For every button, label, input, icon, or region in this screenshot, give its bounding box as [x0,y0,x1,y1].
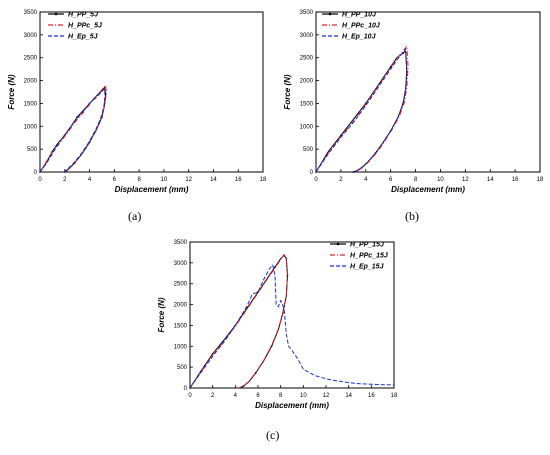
y-tick-label: 1000 [174,344,188,350]
series-line-H_PPc_10J [315,45,409,173]
x-tick-label: 18 [260,177,267,183]
x-tick-label: 6 [113,177,117,183]
y-tick-label: 2000 [300,79,314,85]
x-tick-label: 16 [512,177,519,183]
x-tick-label: 18 [391,393,398,399]
series-point [254,372,257,374]
x-tick-label: 16 [368,393,375,399]
x-tick-label: 14 [487,177,494,183]
y-tick-label: 0 [310,170,314,176]
x-tick-label: 0 [188,393,192,399]
x-tick-label: 0 [314,177,318,183]
y-tick-label: 1000 [24,124,38,130]
legend-label: H_PPc_10J [342,23,381,30]
x-tick-label: 2 [211,393,215,399]
y-tick-label: 3000 [24,33,38,39]
y-axis-label: Force (N) [283,74,292,109]
y-tick-label: 3500 [174,240,188,246]
x-tick-label: 12 [185,177,192,183]
panel-label-c: (c) [266,428,280,442]
legend-label: H_Ep_10J [342,34,377,41]
y-axis-label: Force (N) [157,297,166,332]
plot-frame [39,11,264,173]
x-tick-label: 10 [437,177,444,183]
plot-frame [315,11,541,173]
x-tick-label: 6 [256,393,260,399]
y-tick-label: 0 [34,170,38,176]
x-tick-label: 2 [339,177,343,183]
legend-label: H_Ep_5J [68,34,99,41]
y-tick-label: 500 [303,147,314,153]
y-tick-label: 2000 [24,79,38,85]
legend-label: H_PPc_5J [68,23,103,30]
y-tick-label: 1000 [300,124,314,130]
plot-frame [189,241,395,389]
legend-label: H_Ep_15J [350,264,385,271]
y-tick-label: 1500 [300,101,314,107]
panel-label-b: (b) [405,209,419,223]
legend-label: H_PPc_15J [350,253,389,260]
x-tick-label: 4 [234,393,238,399]
x-tick-label: 6 [389,177,393,183]
y-tick-label: 3000 [300,33,314,39]
legend-marker [54,12,58,16]
x-tick-label: 12 [462,177,469,183]
x-tick-label: 10 [161,177,168,183]
series-line-H_PPc_5J [39,84,107,173]
y-tick-label: 3500 [24,10,38,16]
series-line-H_Ep_5J [39,88,106,173]
y-axis-label: Force (N) [7,74,16,109]
x-tick-label: 14 [210,177,217,183]
x-tick-label: 18 [537,177,544,183]
y-tick-label: 3500 [300,10,314,16]
y-tick-label: 2500 [174,282,188,288]
x-tick-label: 8 [279,393,283,399]
x-tick-label: 14 [345,393,352,399]
series-line-H_Ep_10J [315,48,408,173]
x-tick-label: 0 [38,177,42,183]
y-tick-label: 2500 [24,56,38,62]
panel-label-a: (a) [128,209,142,223]
x-tick-label: 8 [137,177,141,183]
legend-label: H_PP_5J [68,12,99,19]
legend-label: H_PP_15J [350,242,385,249]
y-tick-label: 500 [177,365,188,371]
x-axis-label: Displacement (mm) [115,185,189,194]
y-tick-label: 3000 [174,261,188,267]
x-tick-label: 10 [300,393,307,399]
x-tick-label: 4 [364,177,368,183]
x-axis-label: Displacement (mm) [391,185,465,194]
y-tick-label: 2000 [174,303,188,309]
x-tick-label: 4 [88,177,92,183]
legend-label: H_PP_10J [342,12,377,19]
legend-marker [328,12,332,16]
y-tick-label: 1500 [24,101,38,107]
x-tick-label: 16 [235,177,242,183]
y-tick-label: 2500 [300,56,314,62]
chart-panel-1: 0 2 4 6 8 10 12 14 16 18 0 500 1000 1500 2000 2500 3000 3… [283,10,544,194]
x-tick-label: 8 [414,177,418,183]
y-tick-label: 500 [27,147,38,153]
x-tick-label: 12 [323,393,330,399]
y-tick-label: 1500 [174,323,188,329]
series-point [389,65,392,68]
x-tick-label: 2 [63,177,67,183]
series-line-H_Ep_15J [189,264,395,389]
legend-marker [336,242,340,246]
x-axis-label: Displacement (mm) [255,401,329,410]
chart-panel-0: 0 2 4 6 8 10 12 14 16 18 0 500 1000 1500 2000 2500 3000 3… [7,10,267,194]
y-tick-label: 0 [184,386,188,392]
chart-panel-2: 0 2 4 6 8 10 12 14 16 18 0 500 1000 1500 2000 2500 3000 3… [157,240,398,410]
